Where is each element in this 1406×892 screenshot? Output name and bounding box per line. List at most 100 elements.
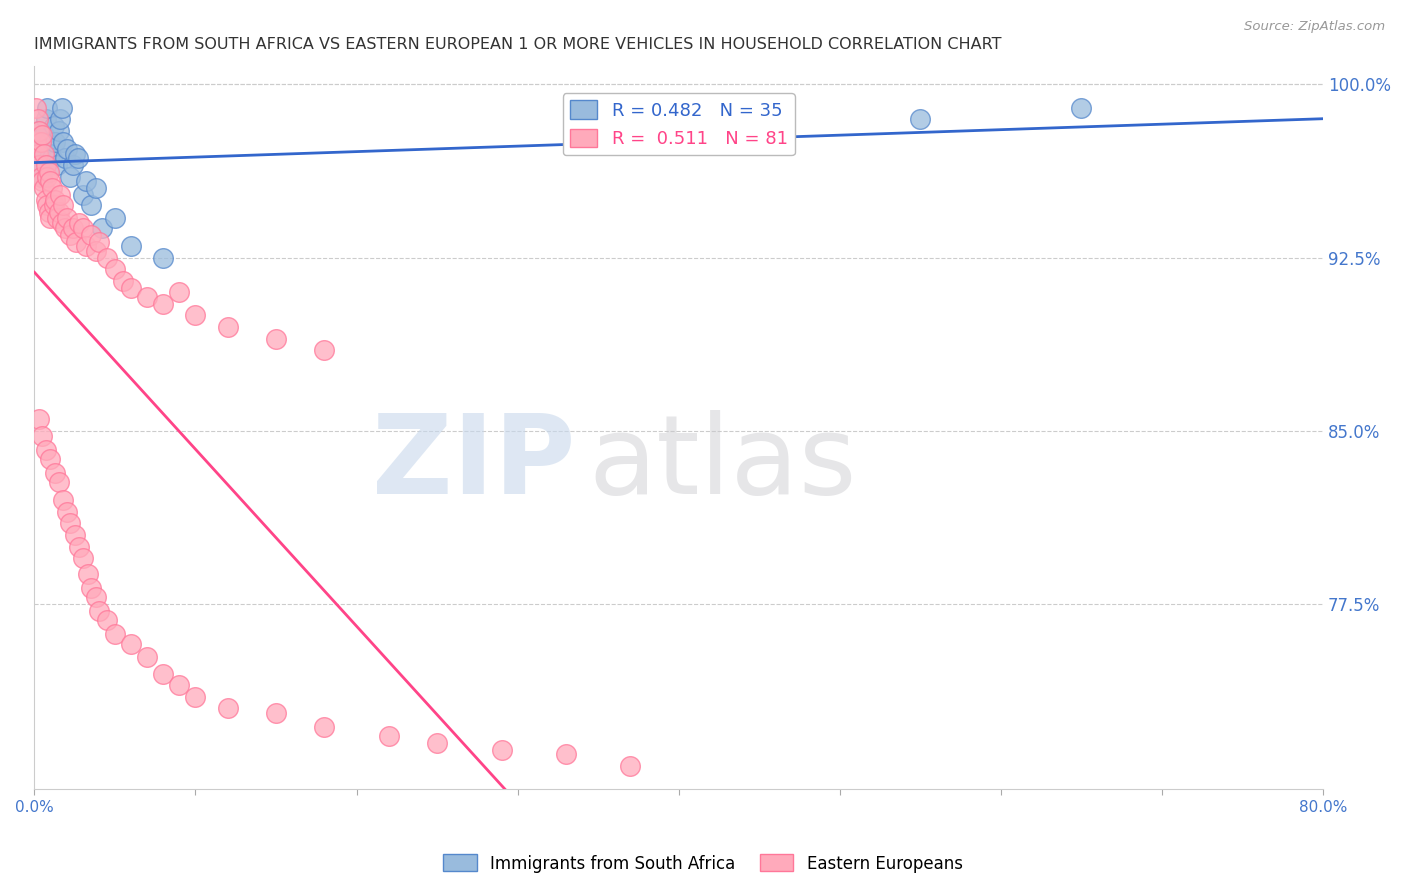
Point [44,193,66,207]
Point [53,220,76,235]
Text: ZIP: ZIP [373,410,575,517]
Point [51,216,73,230]
Point [87,604,110,618]
Point [96,251,118,265]
Point [34,112,56,127]
Point [75,174,97,188]
Point [136,290,159,304]
Point [120,239,142,253]
Point [72,551,94,566]
Point [38,204,60,219]
Point [27,112,49,127]
Point [59,516,82,531]
Point [63,146,86,161]
Point [38,135,60,149]
Point [104,262,127,277]
Point [51,101,73,115]
Point [41,181,63,195]
Point [37,101,59,115]
Point [28,158,51,172]
Point [38,165,60,179]
Point [152,251,174,265]
Point [96,614,118,628]
Point [314,720,336,734]
Point [25,135,48,149]
Point [34,158,56,172]
Point [39,146,62,161]
Point [84,181,107,195]
Point [48,204,70,219]
Point [136,650,159,665]
Point [31,128,53,143]
Point [169,285,191,300]
Point [80,581,103,595]
Text: IMMIGRANTS FROM SOUTH AFRICA VS EASTERN EUROPEAN 1 OR MORE VEHICLES IN HOUSEHOLD: IMMIGRANTS FROM SOUTH AFRICA VS EASTERN … [34,37,1002,53]
Point [62,158,84,172]
Point [217,320,239,334]
Point [700,135,723,149]
Point [55,211,77,226]
Point [66,152,89,166]
Point [491,743,513,757]
Point [41,152,63,166]
Point [53,152,76,166]
Point [45,211,67,226]
Point [32,181,55,195]
Point [31,169,53,184]
Point [48,475,70,489]
Text: Source: ZipAtlas.com: Source: ZipAtlas.com [1244,20,1385,33]
Text: atlas: atlas [589,410,858,517]
Point [39,451,62,466]
Point [80,227,103,242]
Legend: R = 0.482   N = 35, R =  0.511   N = 81: R = 0.482 N = 35, R = 0.511 N = 81 [562,93,794,155]
Point [39,174,62,188]
Point [42,119,65,133]
Point [1070,101,1092,115]
Point [152,666,174,681]
Point [555,747,578,762]
Point [111,274,134,288]
Point [84,591,107,605]
Point [75,239,97,253]
Point [39,211,62,226]
Point [59,227,82,242]
Point [264,332,287,346]
Point [217,701,239,715]
Point [72,188,94,202]
Point [55,142,77,156]
Point [152,297,174,311]
Point [619,759,641,773]
Point [80,197,103,211]
Point [45,158,67,172]
Point [104,211,127,226]
Point [34,442,56,457]
Point [34,193,56,207]
Point [52,197,75,211]
Point [169,678,191,692]
Point [84,244,107,258]
Point [32,128,55,143]
Point [910,112,932,127]
Point [48,123,70,137]
Point [426,736,449,750]
Point [120,637,142,651]
Point [25,101,48,115]
Point [44,135,66,149]
Point [184,690,207,704]
Point [30,142,52,156]
Point [31,428,53,442]
Point [55,505,77,519]
Point [76,567,98,582]
Point [91,220,114,235]
Point [31,174,53,188]
Point [27,123,49,137]
Point [28,123,51,137]
Point [69,540,91,554]
Point [30,169,52,184]
Point [62,220,84,235]
Point [69,216,91,230]
Point [25,135,48,149]
Point [30,135,52,149]
Point [27,146,49,161]
Point [44,466,66,480]
